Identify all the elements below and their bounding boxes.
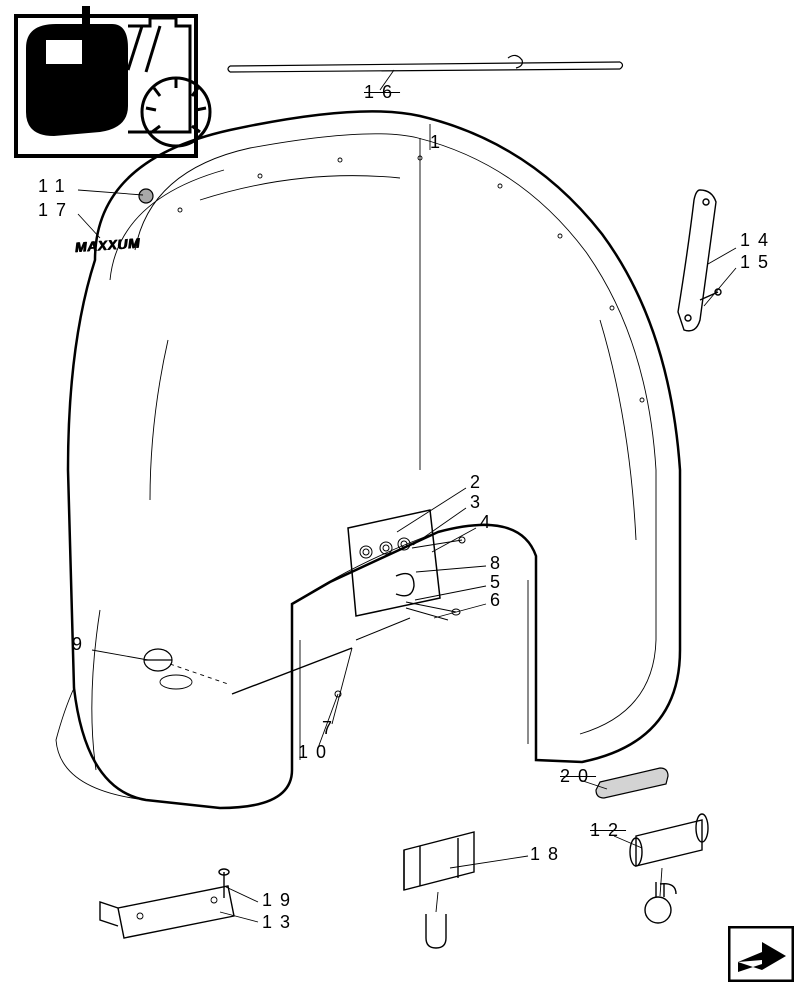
part-trim-strip bbox=[228, 55, 623, 72]
callout-19: 19 bbox=[262, 890, 298, 911]
part-channel bbox=[404, 832, 474, 948]
part-plug bbox=[139, 189, 153, 203]
callout-18: 18 bbox=[530, 844, 566, 865]
callout-3: 3 bbox=[470, 492, 488, 513]
callout-20: 20 bbox=[560, 766, 596, 787]
reference-arrow-icon bbox=[728, 926, 794, 982]
callout-2: 2 bbox=[470, 472, 488, 493]
part-latch-assembly bbox=[232, 510, 465, 697]
leader-lines bbox=[78, 70, 736, 922]
part-hood bbox=[56, 111, 680, 808]
callout-14: 14 bbox=[740, 230, 776, 251]
callout-1: 1 bbox=[430, 132, 448, 153]
callout-7: 7 bbox=[322, 718, 340, 739]
callout-8: 8 bbox=[490, 553, 508, 574]
parts-diagram bbox=[0, 0, 812, 1000]
part-pad bbox=[596, 768, 668, 798]
callout-13: 13 bbox=[262, 912, 298, 933]
part-access-cover bbox=[144, 649, 228, 684]
callout-16: 16 bbox=[364, 82, 400, 103]
callout-12: 12 bbox=[590, 820, 626, 841]
callout-9: 9 bbox=[72, 634, 90, 655]
part-seal-tube bbox=[630, 814, 708, 923]
part-plate bbox=[100, 869, 234, 938]
callout-11: 11 bbox=[38, 176, 73, 197]
inset-thumbnail bbox=[16, 6, 210, 156]
callout-6: 6 bbox=[490, 590, 508, 611]
callout-17: 17 bbox=[38, 200, 74, 221]
callout-15: 15 bbox=[740, 252, 776, 273]
callout-4: 4 bbox=[480, 512, 498, 533]
callout-10: 10 bbox=[298, 742, 334, 763]
